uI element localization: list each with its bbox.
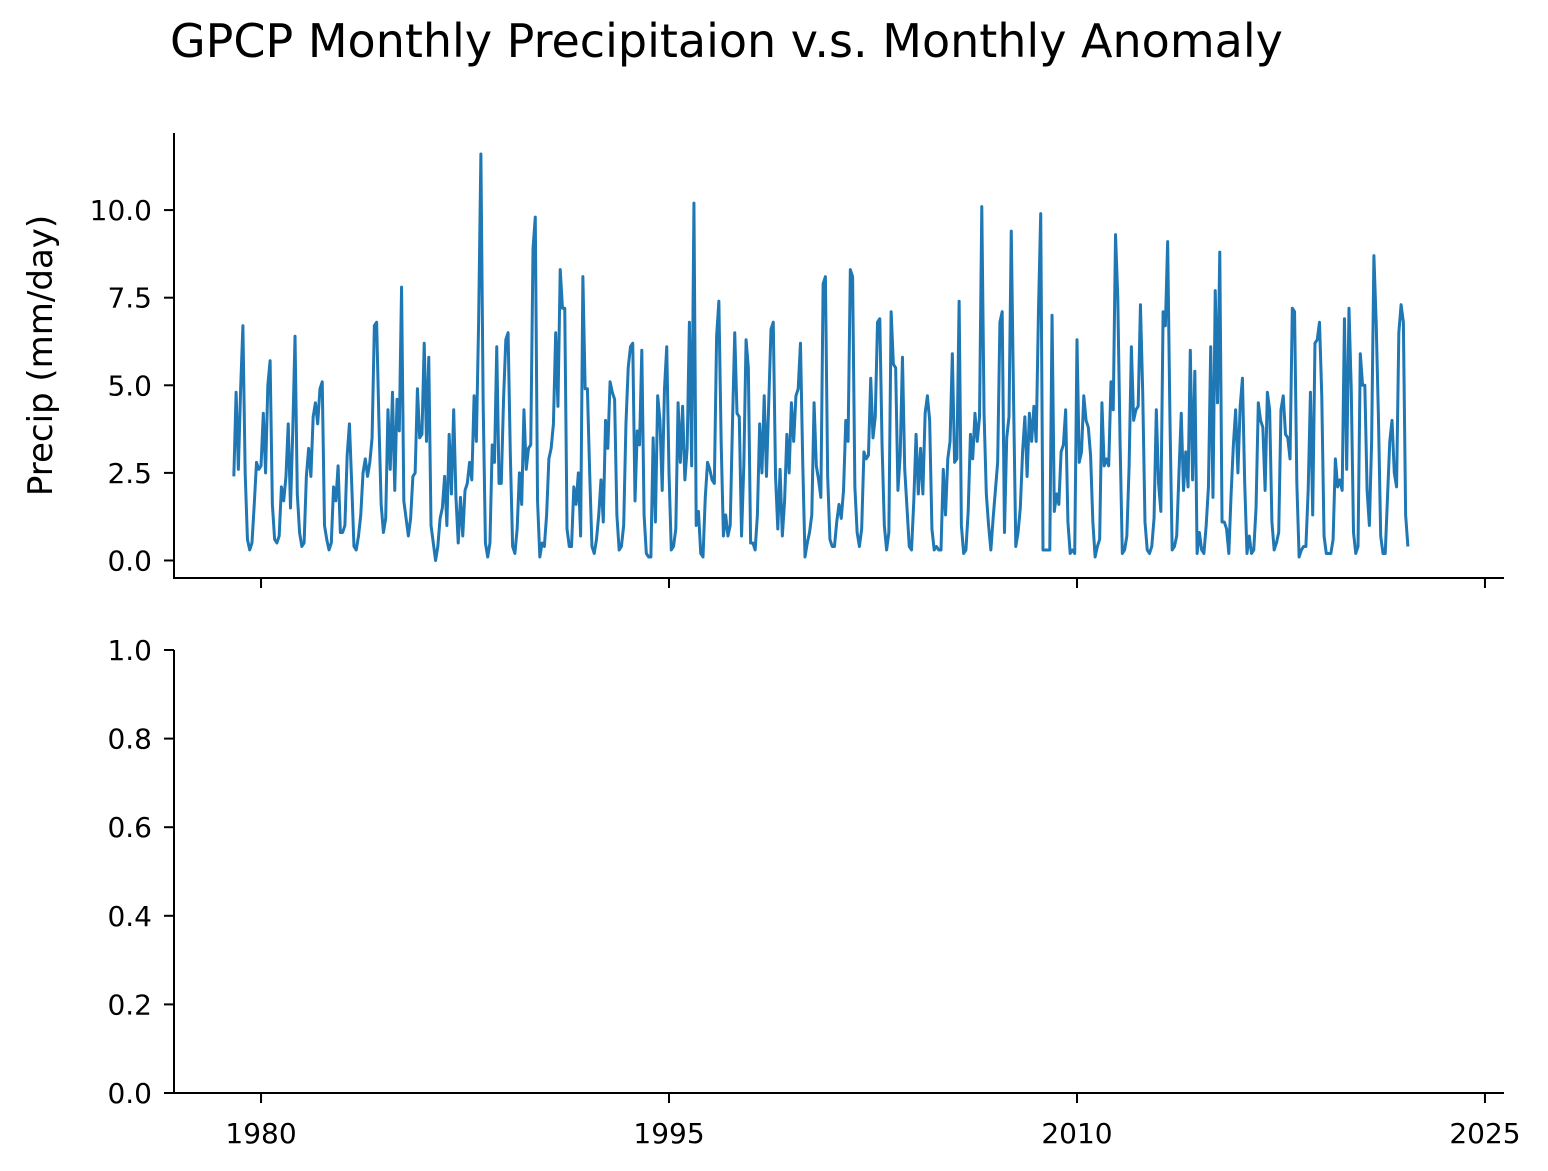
top-panel: 0.0 2.5 5.0 7.5 10.0 Precip (mm/day) xyxy=(21,133,1504,588)
top-y-tick-label: 7.5 xyxy=(107,282,152,315)
top-y-tick-label: 0.0 xyxy=(107,544,152,577)
bottom-panel: 0.0 0.2 0.4 0.6 0.8 1.0 1980 1995 2010 2025 xyxy=(107,634,1520,1150)
figure-title: GPCP Monthly Precipitaion v.s. Monthly A… xyxy=(170,14,1283,68)
bottom-y-tick-label: 0.6 xyxy=(107,811,152,844)
bottom-y-tick-label: 0.8 xyxy=(107,723,152,756)
bottom-x-tick-label: 2010 xyxy=(1041,1117,1112,1150)
top-y-tick-label: 5.0 xyxy=(107,369,152,402)
bottom-y-tick-label: 0.0 xyxy=(107,1077,152,1110)
top-y-axis-label: Precip (mm/day) xyxy=(21,215,61,496)
top-y-tick-label: 10.0 xyxy=(90,194,152,227)
bottom-x-tick-label: 2025 xyxy=(1449,1117,1520,1150)
top-series-line xyxy=(232,152,1410,562)
top-y-tick-label: 2.5 xyxy=(107,457,152,490)
bottom-y-tick-label: 0.2 xyxy=(107,988,152,1021)
bottom-x-tick-label: 1980 xyxy=(225,1117,296,1150)
bottom-x-tick-label: 1995 xyxy=(633,1117,704,1150)
bottom-y-tick-label: 0.4 xyxy=(107,900,152,933)
bottom-y-tick-label: 1.0 xyxy=(107,634,152,667)
